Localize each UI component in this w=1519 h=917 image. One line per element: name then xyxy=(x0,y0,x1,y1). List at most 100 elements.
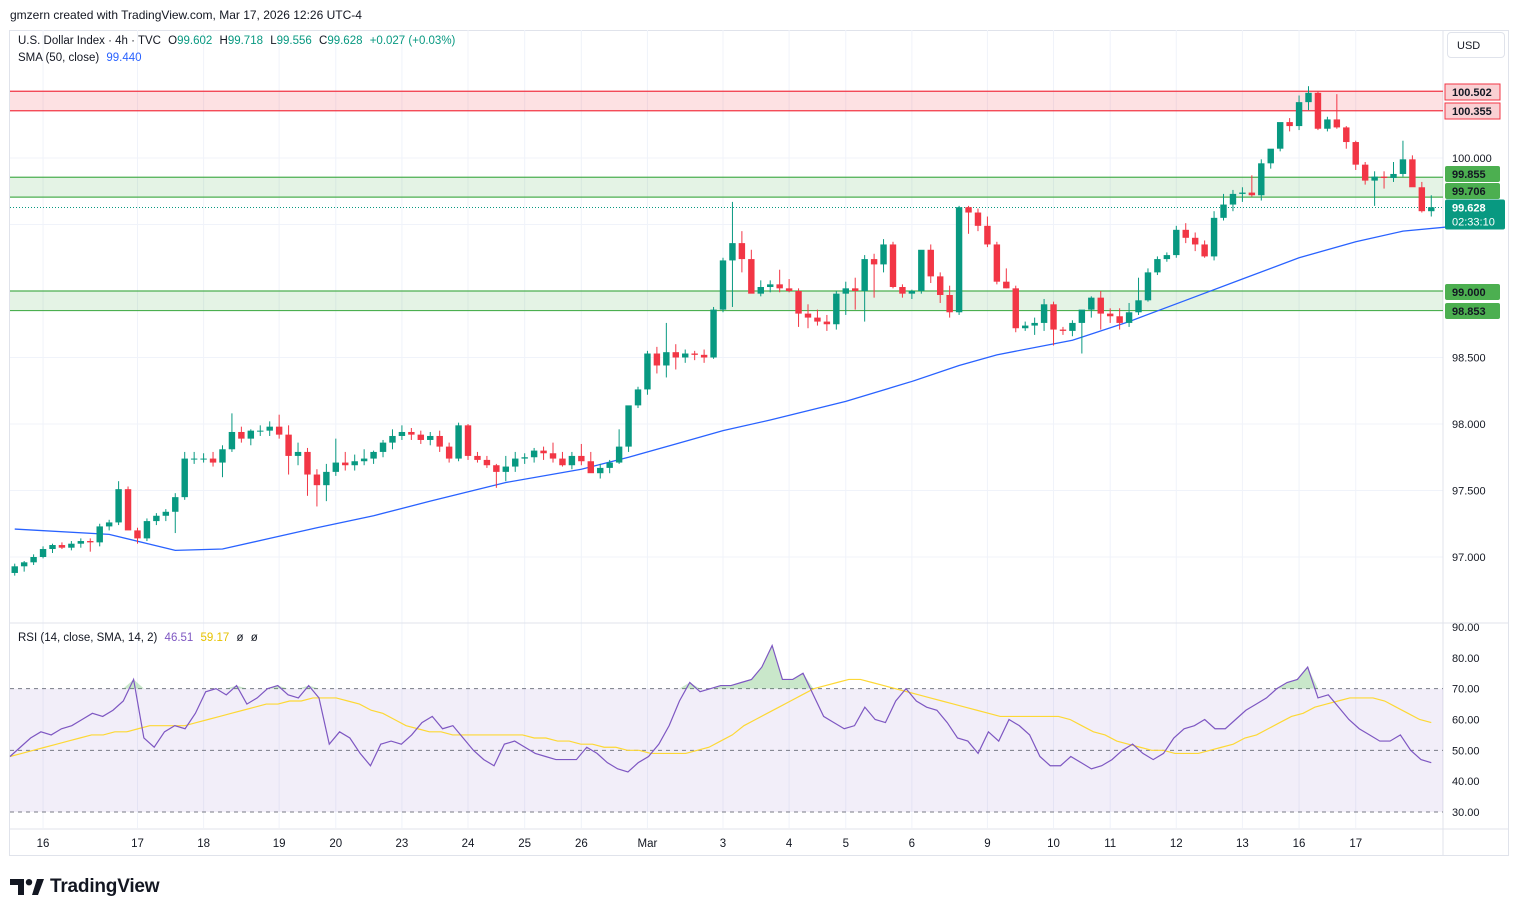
candle-body xyxy=(1418,187,1426,212)
sma-layer xyxy=(14,225,1460,552)
candle xyxy=(209,451,217,467)
brand-name: TradingView xyxy=(50,876,160,897)
candle-body xyxy=(974,212,982,226)
candle-body xyxy=(398,431,406,436)
candle-body xyxy=(880,244,887,265)
candle-body xyxy=(445,446,453,459)
candle xyxy=(1182,223,1189,244)
candle xyxy=(776,269,783,293)
zone-layer xyxy=(10,90,1443,312)
candle xyxy=(20,560,28,572)
countdown-text: 02:33:10 xyxy=(1452,216,1495,228)
candle-body xyxy=(1380,176,1388,178)
candle-body xyxy=(540,450,547,454)
symbol-label[interactable]: U.S. Dollar Index · 4h · TVC xyxy=(18,35,161,47)
time-tick-label: 16 xyxy=(37,838,50,850)
candle-body xyxy=(870,259,878,265)
candle-body xyxy=(1333,119,1341,128)
price-tick-label: 97.500 xyxy=(1452,486,1486,498)
candle xyxy=(1154,256,1161,276)
price-badge-outline xyxy=(1444,83,1501,101)
candle-body xyxy=(427,435,434,440)
candle-body xyxy=(68,543,75,548)
candle xyxy=(965,205,972,234)
brand-logo[interactable]: TradingView xyxy=(10,876,160,898)
candle-body xyxy=(408,431,415,435)
candle xyxy=(927,244,934,284)
candle xyxy=(946,285,953,318)
candle-body xyxy=(247,430,255,439)
candle-body xyxy=(549,453,557,459)
currency-button[interactable]: USD xyxy=(1447,32,1505,58)
candle xyxy=(908,289,916,299)
candle-body xyxy=(1135,300,1142,313)
candle-body xyxy=(351,461,358,466)
candle xyxy=(1021,321,1029,331)
candle-body xyxy=(143,521,151,539)
rsi-value: 46.51 xyxy=(164,632,194,644)
candle-body xyxy=(785,288,793,291)
candle-body xyxy=(1210,217,1218,257)
time-tick-label: 10 xyxy=(1047,838,1060,850)
candle-body xyxy=(1097,297,1104,314)
candle-body xyxy=(370,451,377,459)
candle xyxy=(1390,161,1397,182)
candle xyxy=(748,249,755,294)
candle-body xyxy=(342,462,349,466)
close-value: 99.628 xyxy=(327,35,363,47)
candle xyxy=(39,546,47,559)
candle-body xyxy=(58,545,66,548)
high-value: 99.718 xyxy=(227,35,263,47)
candle-body xyxy=(1050,304,1057,330)
ohlc-readout: O99.602 H99.718 L99.556 C99.628 +0.027 (… xyxy=(168,35,459,47)
candle xyxy=(238,426,245,443)
time-tick-label: 5 xyxy=(843,838,849,850)
candle-body xyxy=(49,545,56,550)
candle xyxy=(757,280,764,297)
candle xyxy=(1286,118,1293,132)
candle xyxy=(1428,195,1435,217)
price-badge-text: 99.706 xyxy=(1452,186,1486,198)
candle xyxy=(530,447,538,463)
candle xyxy=(219,445,226,478)
candle xyxy=(1040,298,1048,331)
candle xyxy=(1050,301,1057,346)
candle-body xyxy=(1248,192,1256,196)
candle xyxy=(974,208,982,232)
candle xyxy=(672,344,679,370)
candle-body xyxy=(615,446,623,463)
rsi-extra-1: ø xyxy=(236,632,244,644)
sma-legend[interactable]: SMA (50, close) 99.440 xyxy=(18,52,146,64)
price-badge xyxy=(1445,199,1505,230)
low-value: 99.556 xyxy=(276,35,312,47)
candle xyxy=(1059,326,1067,335)
candle xyxy=(1239,187,1246,202)
time-tick-label: 12 xyxy=(1170,838,1183,850)
candle-body xyxy=(1276,122,1284,149)
candle xyxy=(568,451,576,470)
candle xyxy=(1012,285,1019,333)
candle-body xyxy=(1258,163,1265,196)
candle-body xyxy=(1040,304,1048,323)
candle xyxy=(1031,317,1038,335)
candle-body xyxy=(1343,127,1350,143)
candle xyxy=(58,542,66,550)
price-badge xyxy=(1445,103,1500,119)
candle-body xyxy=(436,435,443,447)
zone-support-upper xyxy=(10,177,1443,198)
candle-body xyxy=(767,284,774,288)
rsi-legend[interactable]: RSI (14, close, SMA, 14, 2) 46.51 59.17 … xyxy=(18,632,262,644)
price-badge-text: 100.355 xyxy=(1452,106,1492,118)
candle xyxy=(899,284,906,298)
candle-body xyxy=(1144,272,1152,301)
candle xyxy=(1210,211,1218,261)
candle-body xyxy=(738,243,746,260)
candle-body xyxy=(1106,313,1114,317)
candle xyxy=(389,429,396,450)
candle xyxy=(682,349,689,363)
candle-body xyxy=(719,260,727,310)
candle xyxy=(1078,309,1086,354)
candle xyxy=(77,538,85,548)
rsi-overbought-fill xyxy=(1276,667,1318,689)
